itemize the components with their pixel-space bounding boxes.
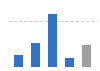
Bar [82,45,91,67]
Bar [65,58,74,67]
Bar [31,43,40,67]
Bar [14,55,23,67]
Bar [48,14,57,67]
